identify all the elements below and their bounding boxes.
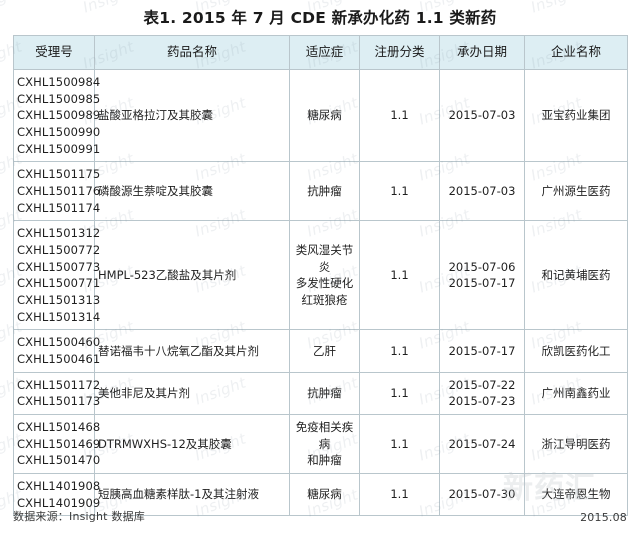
footer: 数据来源：Insight 数据库 2015.08 [13, 508, 627, 524]
cell-name: DTRMWXHS-12及其胶囊 [94, 414, 290, 475]
drug-approval-table: 受理号 药品名称 适应症 注册分类 承办日期 企业名称 CXHL1500984 … [13, 35, 628, 517]
table-header-row: 受理号 药品名称 适应症 注册分类 承办日期 企业名称 [13, 35, 628, 70]
table-container: 受理号 药品名称 适应症 注册分类 承办日期 企业名称 CXHL1500984 … [13, 35, 628, 517]
cell-cat: 1.1 [359, 414, 440, 475]
cell-date: 2015-07-06 2015-07-17 [439, 220, 525, 331]
cell-cat: 1.1 [359, 220, 440, 331]
cell-company: 广州南鑫药业 [524, 371, 628, 416]
cell-indic: 抗肿瘤 [289, 161, 360, 222]
page-title: 表1. 2015 年 7 月 CDE 新承办化药 1.1 类新药 [143, 9, 497, 27]
cell-indic: 糖尿病 [289, 68, 360, 163]
cell-cat: 1.1 [359, 68, 440, 163]
cell-accept: CXHL1501172 CXHL1501173 [13, 371, 100, 416]
cell-name: 短胰高血糖素样肽-1及其注射液 [94, 473, 290, 517]
cell-name: 磷酸源生萘啶及其胶囊 [94, 161, 290, 222]
cell-company: 广州源生医药 [524, 161, 628, 222]
cell-accept: CXHL1401908 CXHL1401909 [13, 473, 100, 517]
cell-date: 2015-07-03 [439, 161, 525, 222]
cell-cat: 1.1 [359, 371, 440, 416]
cell-indic: 类风湿关节炎 多发性硬化 红斑狼疮 [289, 220, 360, 331]
cell-indic: 乙肝 [289, 329, 360, 373]
cell-company: 亚宝药业集团 [524, 68, 628, 163]
cell-company: 浙江导明医药 [524, 414, 628, 475]
cell-date: 2015-07-24 [439, 414, 525, 475]
cell-company: 大连帝恩生物 [524, 473, 628, 517]
cell-company: 欣凯医药化工 [524, 329, 628, 373]
cell-indic: 抗肿瘤 [289, 371, 360, 416]
table-row: CXHL1500460 CXHL1500461 替诺福韦十八烷氧乙酯及其片剂 乙肝 1… [13, 329, 628, 373]
cell-name: 替诺福韦十八烷氧乙酯及其片剂 [94, 329, 290, 373]
column-header-name: 药品名称 [94, 35, 290, 70]
cell-company: 和记黄埔医药 [524, 220, 628, 331]
cell-date: 2015-07-03 [439, 68, 525, 163]
table-row: CXHL1501312 CXHL1500772 CXHL1500773 CXHL… [13, 220, 628, 331]
table-row: CXHL1501172 CXHL1501173 美他非尼及其片剂 抗肿瘤 1.1 201… [13, 371, 628, 416]
cell-cat: 1.1 [359, 161, 440, 222]
cell-date: 2015-07-17 [439, 329, 525, 373]
column-header-company: 企业名称 [524, 35, 628, 70]
cell-accept: CXHL1500984 CXHL1500985 CXHL1500989 CXHL… [13, 68, 100, 163]
footer-date: 2015.08 [580, 511, 627, 524]
cell-indic: 免疫相关疾病 和肿瘤 [289, 414, 360, 475]
cell-name: HMPL-523乙酸盐及其片剂 [94, 220, 290, 331]
table-row: CXHL1501175 CXHL1501176 CXHL1501174 磷酸源生萘… [13, 161, 628, 222]
column-header-date: 承办日期 [439, 35, 525, 70]
table-body: CXHL1500984 CXHL1500985 CXHL1500989 CXHL… [13, 68, 628, 517]
cell-name: 盐酸亚格拉汀及其胶囊 [94, 68, 290, 163]
column-header-cat: 注册分类 [359, 35, 440, 70]
cell-accept: CXHL1500460 CXHL1500461 [13, 329, 100, 373]
cell-date: 2015-07-22 2015-07-23 [439, 371, 525, 416]
cell-accept: CXHL1501175 CXHL1501176 CXHL1501174 [13, 161, 100, 222]
cell-name: 美他非尼及其片剂 [94, 371, 290, 416]
cell-accept: CXHL1501312 CXHL1500772 CXHL1500773 CXHL… [13, 220, 100, 331]
table-row: CXHL1401908 CXHL1401909 短胰高血糖素样肽-1及其注射液 糖尿… [13, 473, 628, 517]
table-row: CXHL1500984 CXHL1500985 CXHL1500989 CXHL… [13, 68, 628, 163]
footer-source-note: 数据来源：Insight 数据库 [13, 510, 145, 523]
cell-accept: CXHL1501468 CXHL1501469 CXHL1501470 [13, 414, 100, 475]
column-header-indic: 适应症 [289, 35, 360, 70]
cell-cat: 1.1 [359, 329, 440, 373]
table-header: 受理号 药品名称 适应症 注册分类 承办日期 企业名称 [13, 35, 628, 70]
table-row: CXHL1501468 CXHL1501469 CXHL1501470 DTRMW… [13, 414, 628, 475]
column-header-accept: 受理号 [13, 35, 95, 70]
cell-indic: 糖尿病 [289, 473, 360, 517]
